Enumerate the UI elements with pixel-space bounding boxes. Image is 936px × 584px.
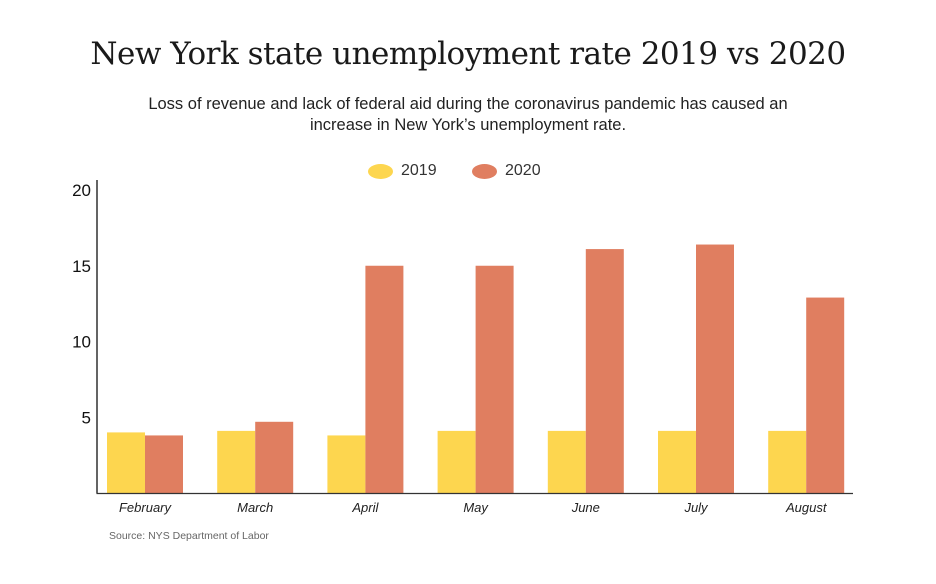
bar-2020-august — [806, 297, 845, 493]
x-label-june: June — [571, 500, 600, 515]
bar-2019-february — [107, 432, 145, 493]
chart-subtitle: Loss of revenue and lack of federal aid … — [148, 95, 788, 134]
x-label-july: July — [683, 500, 709, 515]
x-label-february: February — [119, 500, 173, 515]
source-note: Source: NYS Department of Labor — [109, 530, 269, 542]
x-axis-labels: February March April May June July August — [119, 500, 828, 515]
x-label-august: August — [785, 500, 828, 515]
bar-2019-may — [437, 430, 476, 493]
bar-2019-august — [768, 430, 807, 493]
legend-swatch-2020 — [472, 163, 497, 179]
y-tick-label-5: 5 — [82, 408, 91, 427]
bars-group — [107, 244, 845, 493]
legend-item-2020: 2020 — [472, 160, 541, 182]
bar-2019-june — [547, 430, 586, 493]
x-label-april: April — [351, 500, 379, 515]
bar-2019-april — [327, 435, 366, 493]
y-tick-label-15: 15 — [72, 257, 91, 276]
legend: 2019 2020 — [0, 160, 936, 182]
chart-title: New York state unemployment rate 2019 vs… — [90, 36, 846, 72]
bar-2019-march — [217, 430, 256, 493]
y-axis-ticks: 5 10 15 20 — [72, 181, 91, 427]
bar-2020-february — [145, 435, 183, 493]
bar-2020-march — [255, 421, 294, 493]
legend-label-2020: 2020 — [505, 162, 541, 179]
legend-label-2019: 2019 — [401, 162, 437, 179]
y-tick-label-10: 10 — [72, 333, 91, 352]
y-tick-label-20: 20 — [72, 181, 91, 200]
bar-2019-july — [658, 430, 696, 493]
bar-2020-july — [696, 244, 734, 493]
bar-2020-may — [475, 265, 514, 493]
legend-swatch-2019 — [368, 163, 393, 179]
legend-item-2019: 2019 — [368, 160, 437, 182]
bar-2020-june — [585, 249, 624, 493]
x-label-may: May — [463, 500, 489, 515]
bar-2020-april — [365, 265, 404, 493]
x-label-march: March — [237, 500, 273, 515]
